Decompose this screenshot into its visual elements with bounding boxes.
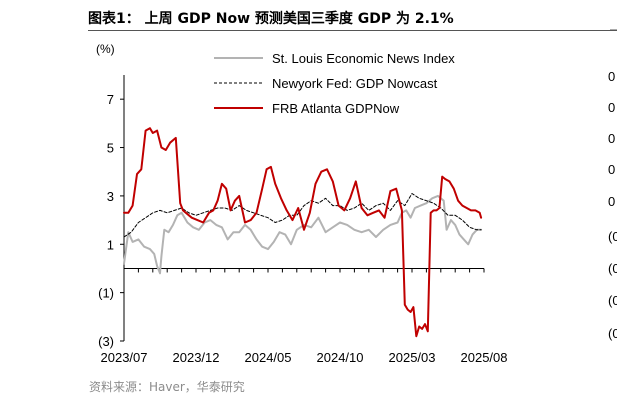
right-panel-tick-label: (0 — [608, 326, 617, 341]
figure-title: 图表1： 上周 GDP Now 预测美国三季度 GDP 为 2.1% — [88, 11, 454, 27]
y-tick-label: 1 — [107, 237, 114, 252]
legend-label-3: FRB Atlanta GDPNow — [272, 101, 400, 116]
x-tick-label: 2025/08 — [461, 350, 508, 365]
right-panel-tick-label: (0 — [608, 293, 617, 308]
y-tick-label: (3) — [98, 334, 114, 349]
x-tick-label: 2024/05 — [245, 350, 292, 365]
x-tick-label: 2023/12 — [173, 350, 220, 365]
y-tick-label: 7 — [107, 92, 114, 107]
chart-legend: St. Louis Economic News Index Newyork Fed… — [214, 51, 455, 116]
x-tick-label: 2025/03 — [389, 350, 436, 365]
series-line-1 — [123, 194, 483, 275]
right-panel-tick-label: (0 — [608, 229, 617, 244]
right-panel-tick-label: (0 — [608, 261, 617, 276]
y-tick-label: (1) — [98, 286, 114, 301]
title-divider — [88, 30, 617, 31]
chart-axes: (%) 7 5 3 1 (1) (3)2023/07 2023/12 2024/05 2024/1… — [96, 42, 508, 365]
right-panel-tick-label: 0 — [608, 69, 615, 84]
source-note: 资料来源：Haver，华泰研究 — [89, 380, 245, 394]
y-tick-label: 3 — [107, 189, 114, 204]
legend-label-2: Newyork Fed: GDP Nowcast — [272, 76, 438, 91]
x-tick-label: 2023/07 — [101, 350, 148, 365]
right-panel-tick-label: 0 — [608, 162, 615, 177]
right-panel-tick-label: 0 — [608, 194, 615, 209]
x-tick-label: 2024/10 — [317, 350, 364, 365]
legend-label-1: St. Louis Economic News Index — [272, 51, 455, 66]
right-panel-tick-label: 0 — [608, 100, 615, 115]
y-tick-label: 5 — [107, 141, 114, 156]
series-line-3 — [123, 127, 483, 338]
y-axis-unit-label: (%) — [96, 42, 115, 56]
series-line-2 — [123, 193, 482, 238]
clipped-right-panel: 0 0 0 0 0 (0 (0 (0 (0 — [608, 29, 617, 341]
series-layer — [123, 127, 483, 338]
right-panel-tick-label: 0 — [608, 131, 615, 146]
